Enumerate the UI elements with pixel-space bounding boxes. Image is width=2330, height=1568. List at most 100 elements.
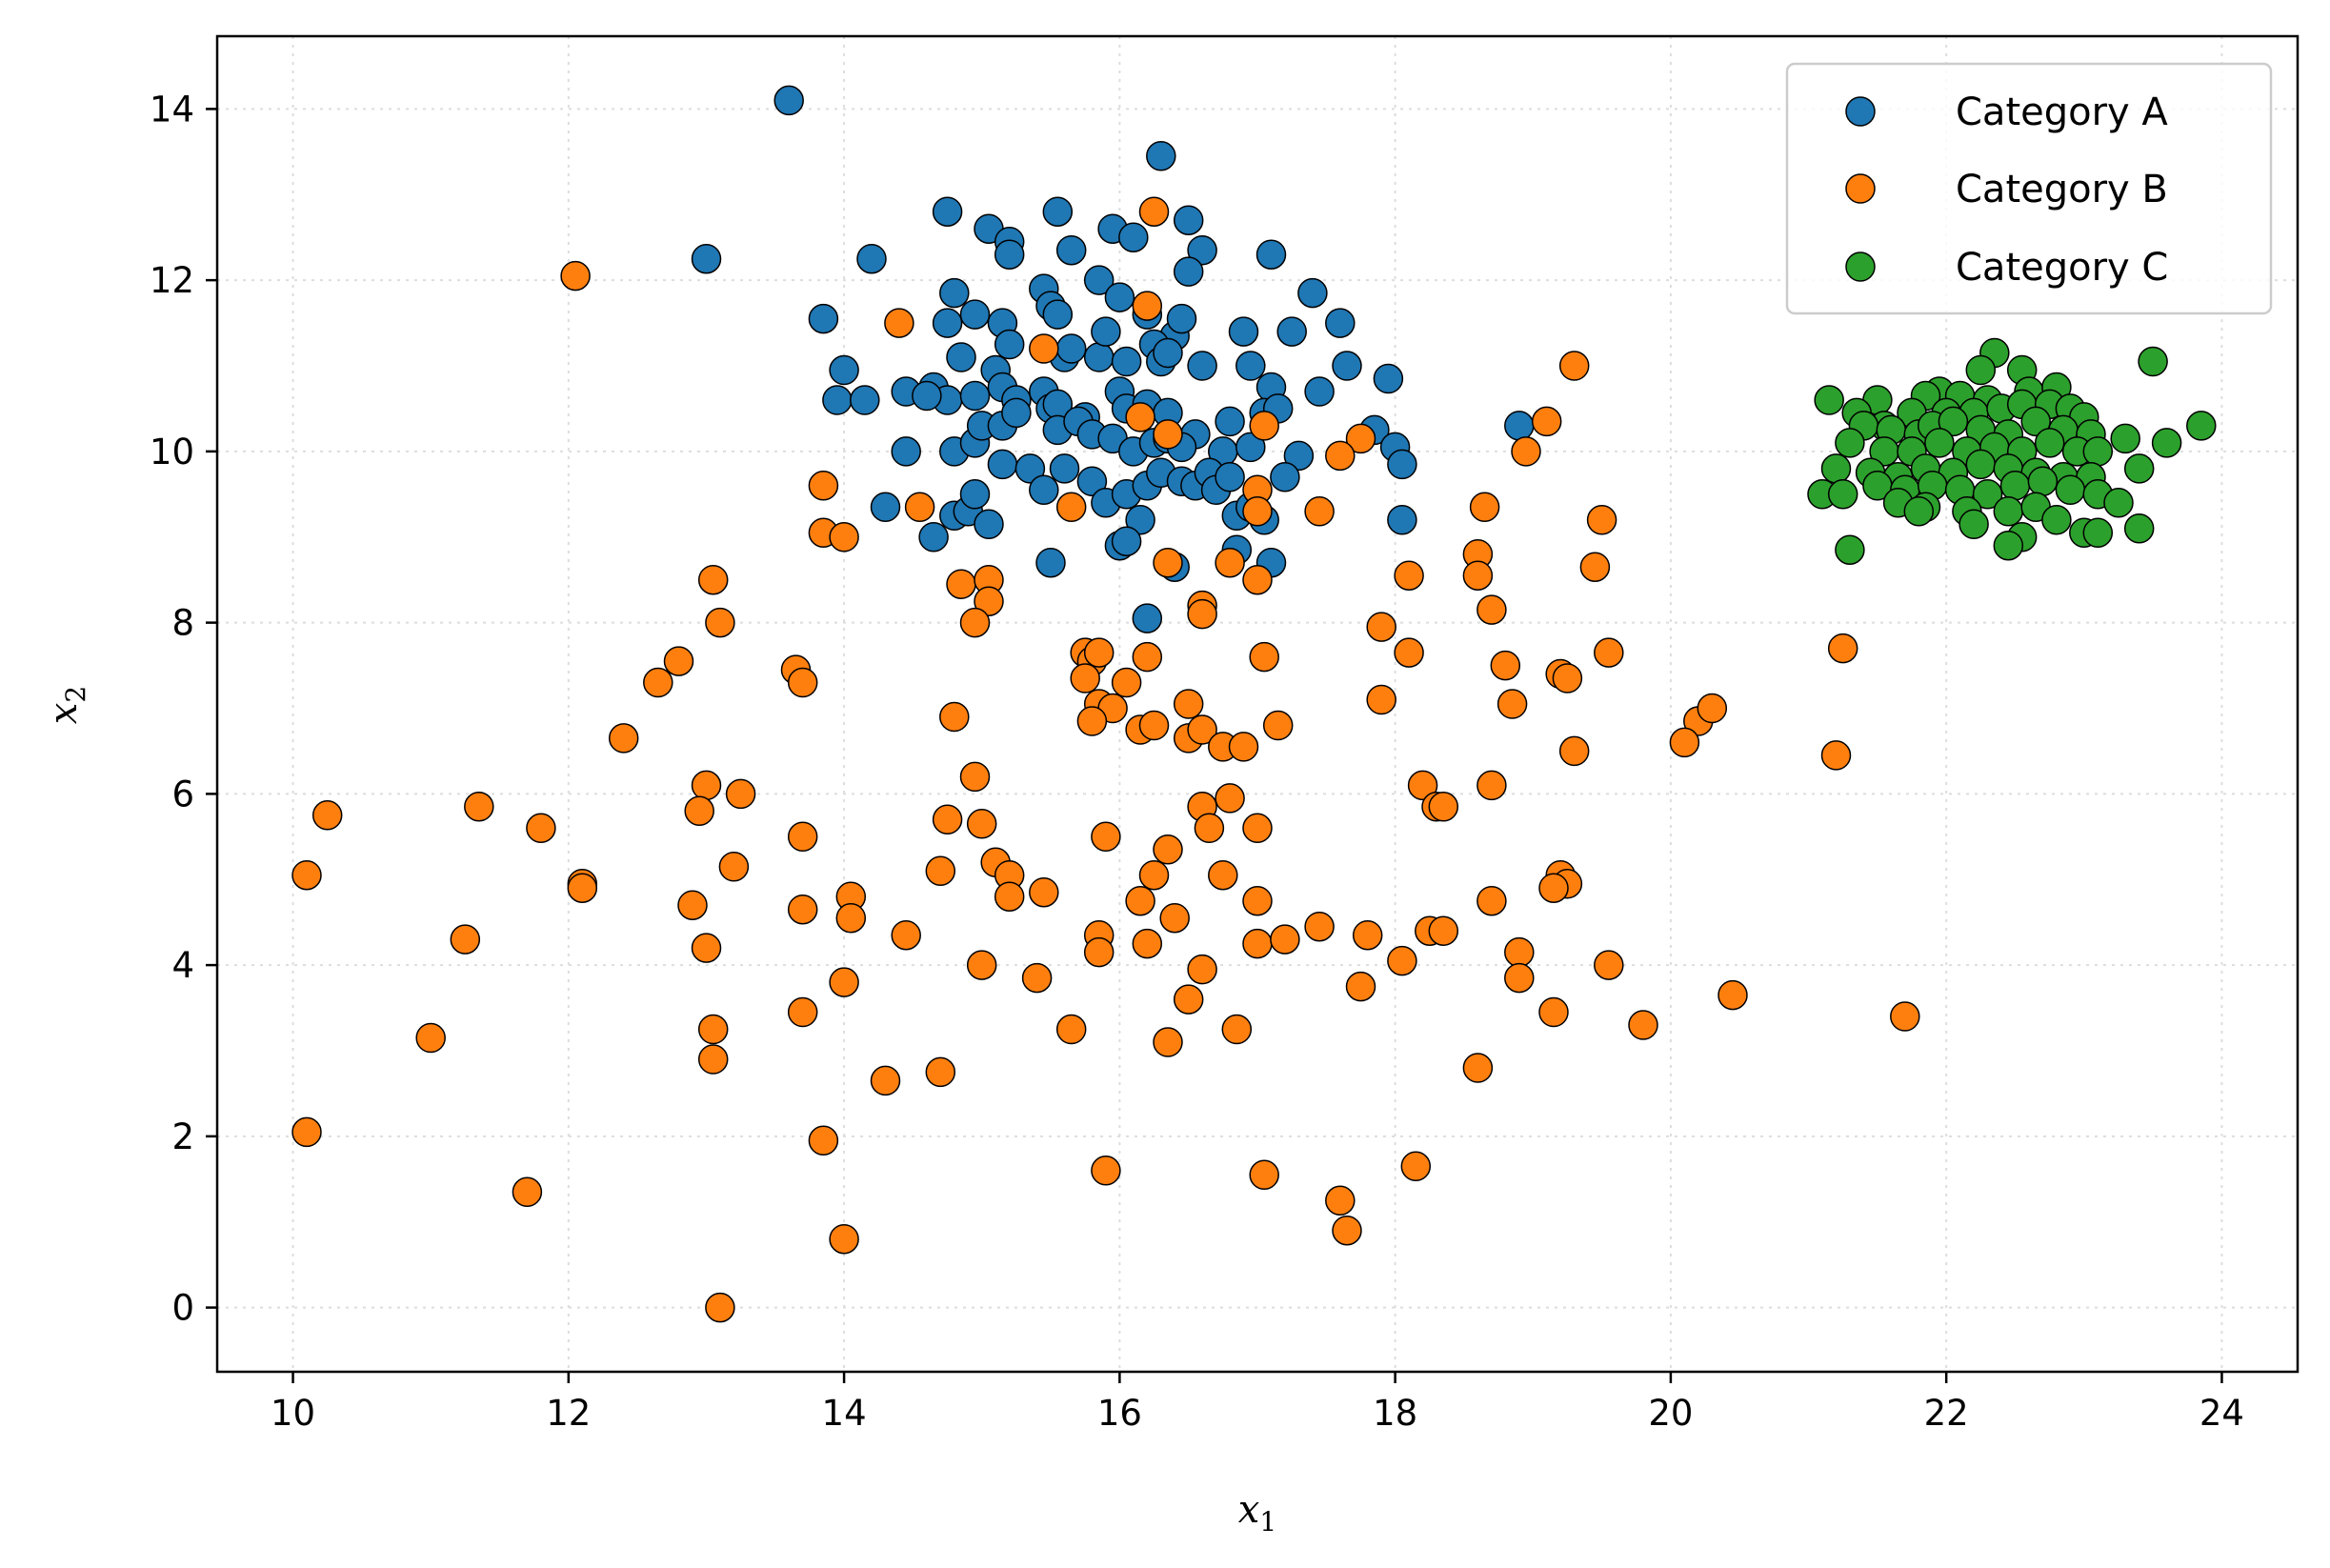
legend-box	[1785, 62, 2273, 315]
data-point	[1153, 337, 1183, 369]
data-point	[1111, 526, 1142, 556]
data-point	[959, 380, 991, 412]
data-point	[1242, 496, 1273, 527]
data-point	[1235, 351, 1266, 381]
data-point	[966, 950, 997, 980]
data-point	[1055, 333, 1087, 364]
data-point	[994, 239, 1025, 270]
data-point	[1476, 770, 1507, 801]
data-point	[2151, 428, 2182, 458]
data-point	[1270, 462, 1300, 493]
data-point	[1504, 411, 1535, 441]
data-point	[1242, 813, 1273, 844]
data-point	[1332, 351, 1362, 381]
data-point	[1965, 354, 1997, 386]
data-point	[1262, 710, 1294, 741]
data-point	[1972, 479, 2003, 510]
data-point	[1049, 453, 1080, 484]
x-tick-label: 18	[1373, 1393, 1417, 1434]
data-point	[1586, 505, 1617, 535]
data-point	[1394, 560, 1424, 591]
data-point	[1669, 727, 1700, 758]
data-point	[994, 881, 1025, 912]
data-point	[2138, 346, 2168, 377]
data-point	[1993, 530, 2024, 561]
data-point	[1235, 432, 1266, 463]
data-point	[1001, 397, 1032, 429]
y-tick-label: 14	[150, 89, 194, 130]
data-point	[1270, 924, 1300, 955]
data-point	[850, 385, 880, 415]
data-point	[1325, 308, 1356, 338]
y-tick-label: 6	[171, 774, 194, 814]
legend-marker-category-a	[1845, 96, 1876, 127]
data-point	[808, 303, 839, 334]
data-point	[829, 522, 859, 553]
y-tick-label: 10	[150, 432, 194, 472]
data-point	[512, 1176, 543, 1208]
data-point	[691, 933, 722, 963]
data-point	[932, 196, 963, 227]
data-point	[1083, 342, 1115, 372]
data-point	[1249, 1159, 1279, 1191]
data-point	[1366, 612, 1396, 642]
data-point	[663, 646, 694, 676]
data-point	[1125, 402, 1155, 432]
data-point	[1697, 693, 1728, 724]
data-point	[1496, 689, 1528, 719]
data-point	[787, 894, 818, 925]
data-point	[822, 385, 853, 415]
data-point	[1187, 954, 1217, 985]
data-point	[1558, 735, 1590, 767]
data-point	[1118, 222, 1149, 252]
data-point	[691, 770, 722, 801]
data-point	[787, 821, 818, 853]
data-point	[912, 380, 942, 412]
data-point	[1173, 689, 1204, 719]
data-point	[1055, 492, 1087, 523]
data-point	[1628, 1010, 1658, 1040]
data-point	[787, 996, 818, 1028]
data-point	[1958, 509, 1989, 540]
data-point	[1076, 706, 1108, 736]
data-point	[2082, 436, 2114, 467]
data-point	[939, 277, 970, 309]
data-point	[1297, 277, 1328, 309]
data-point	[1538, 873, 1569, 903]
data-point	[560, 260, 591, 291]
data-point	[1304, 496, 1335, 527]
data-point	[1042, 196, 1074, 227]
data-point	[918, 522, 949, 553]
data-point	[1304, 911, 1335, 942]
data-point	[1558, 351, 1590, 381]
data-point	[1387, 505, 1417, 535]
data-point	[1827, 479, 1858, 510]
data-point	[1827, 633, 1858, 664]
y-tick-label: 0	[171, 1288, 194, 1329]
data-point	[1490, 650, 1521, 681]
data-point	[1208, 859, 1238, 891]
data-point	[1138, 196, 1170, 227]
data-point	[1159, 902, 1190, 934]
data-point	[884, 308, 914, 338]
data-point	[643, 667, 673, 698]
data-point	[684, 795, 714, 827]
data-point	[870, 1065, 901, 1096]
data-point	[450, 924, 481, 955]
data-point	[966, 809, 997, 839]
data-point	[1594, 950, 1624, 980]
data-point	[1255, 239, 1287, 270]
data-point	[1194, 813, 1225, 844]
data-point	[891, 919, 921, 951]
data-point	[1428, 915, 1459, 946]
data-point	[1132, 641, 1163, 673]
data-point	[1125, 885, 1155, 916]
data-point	[829, 354, 859, 386]
data-point	[608, 723, 639, 754]
data-point	[1146, 141, 1176, 171]
data-point	[1104, 282, 1135, 312]
data-point	[1938, 406, 1969, 437]
data-point	[2020, 406, 2051, 437]
data-point	[2027, 466, 2059, 497]
